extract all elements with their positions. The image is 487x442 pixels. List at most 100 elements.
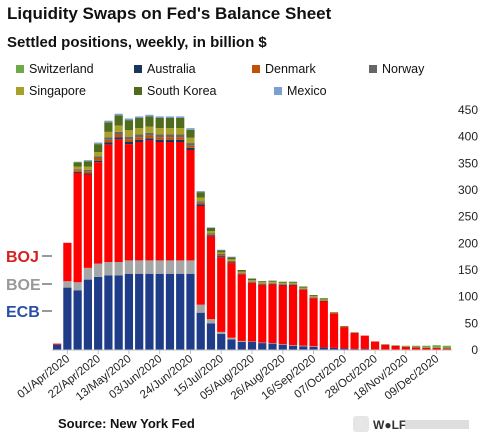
- bar-segment-mexico-14: [196, 191, 205, 193]
- annotation-boe: BOE: [6, 277, 41, 294]
- bar-segment-ecb-22: [278, 344, 287, 350]
- bar-segment-south-korea-29: [350, 332, 359, 333]
- bar-segment-singapore-19: [247, 280, 257, 282]
- bar-segment-south-korea-5: [104, 122, 113, 132]
- bar-segment-boe-13: [186, 260, 195, 274]
- bar-segment-singapore-4: [94, 152, 103, 157]
- bar-segment-singapore-6: [114, 125, 123, 132]
- bar-segment-boj-26: [319, 301, 328, 348]
- bar-segment-boj-12: [176, 142, 185, 261]
- watermark-badge: [353, 416, 369, 432]
- bar-segment-norway-13: [186, 143, 195, 146]
- bar-segment-denmark-4: [94, 158, 103, 161]
- bar-segment-denmark-3: [83, 171, 92, 174]
- bar-segment-boj-0: [53, 343, 62, 345]
- bar-segment-boj-15: [206, 236, 216, 320]
- bar-segment-singapore-17: [227, 259, 236, 261]
- bar-segment-denmark-15: [206, 234, 216, 236]
- bar-segment-boj-10: [155, 142, 164, 261]
- bar-segment-south-korea-26: [319, 298, 328, 300]
- legend-item-mexico: Mexico: [274, 83, 327, 99]
- bar-segment-boe-20: [258, 342, 267, 344]
- bar-segment-boj-28: [340, 327, 349, 349]
- bar-segment-south-korea-22: [278, 281, 287, 283]
- bar-segment-norway-3: [83, 169, 92, 172]
- y-tick-label-50: 50: [465, 316, 479, 330]
- bar-segment-south-korea-3: [83, 161, 92, 167]
- chart-subtitle: Settled positions, weekly, in billion $: [7, 34, 267, 51]
- bar-segment-norway-12: [176, 134, 185, 138]
- bar-segment-ecb-9: [145, 273, 154, 350]
- bar-segment-boj-13: [186, 150, 195, 261]
- bar-segment-denmark-14: [196, 202, 205, 205]
- bar-segment-boe-8: [135, 260, 144, 274]
- bar-segment-australia-4: [94, 160, 103, 163]
- bar-segment-denmark-11: [165, 137, 175, 140]
- legend-swatch-switzerland: [16, 64, 24, 73]
- bar-segment-singapore-27: [329, 312, 339, 314]
- bar-segment-boe-5: [104, 262, 113, 276]
- legend-item-singapore: Singapore: [16, 83, 86, 99]
- bar-segment-switzerland-32: [381, 344, 390, 345]
- bar-segment-norway-9: [145, 132, 154, 136]
- bar-segment-mexico-17: [227, 256, 236, 258]
- bar-segment-australia-16: [217, 256, 226, 258]
- bar-segment-australia-7: [124, 142, 134, 145]
- bar-segment-australia-26: [319, 300, 328, 302]
- legend-label-denmark: Denmark: [265, 62, 316, 76]
- bar-segment-singapore-15: [206, 231, 216, 234]
- bar-segment-denmark-18: [237, 273, 246, 274]
- bar-segment-singapore-26: [319, 299, 328, 301]
- x-tick-label-09-dec-2020: 09/Dec/2020: [383, 353, 442, 403]
- annotation-layer: BOJ BOE ECB: [6, 249, 52, 321]
- bar-segment-australia-22: [278, 284, 287, 286]
- bar-segment-south-korea-18: [237, 270, 246, 272]
- bar-segment-ecb-4: [94, 276, 103, 350]
- bar-segment-switzerland-36: [422, 345, 431, 348]
- bar-segment-norway-17: [227, 260, 236, 262]
- bar-segment-denmark-23: [288, 284, 298, 285]
- bar-segment-boj-35: [412, 347, 421, 350]
- bar-segment-denmark-21: [268, 283, 277, 284]
- bar-segment-boe-18: [237, 340, 246, 342]
- legend-swatch-singapore: [16, 86, 24, 95]
- bar-segment-south-korea-2: [73, 162, 82, 167]
- bar-segment-mexico-10: [155, 116, 164, 118]
- bar-segment-norway-2: [73, 169, 82, 171]
- bar-segment-denmark-22: [278, 284, 287, 285]
- bar-segment-singapore-5: [104, 131, 113, 138]
- bar-segment-australia-19: [247, 282, 257, 283]
- bar-segment-boj-4: [94, 162, 103, 264]
- y-tick-label-0: 0: [471, 343, 478, 357]
- bar-segment-boe-22: [278, 344, 287, 345]
- bar-segment-singapore-25: [309, 296, 318, 298]
- y-tick-label-250: 250: [458, 210, 478, 224]
- y-tick-label-400: 400: [458, 130, 478, 144]
- bar-segment-boe-10: [155, 260, 164, 274]
- bar-segment-ecb-23: [288, 345, 298, 350]
- bar-segment-boj-27: [329, 313, 339, 348]
- legend-item-denmark: Denmark: [252, 61, 316, 77]
- bar-segment-boj-30: [360, 335, 369, 349]
- bar-segment-singapore-2: [73, 166, 82, 170]
- bar-segment-mexico-3: [83, 160, 92, 162]
- bar-segment-ecb-17: [227, 339, 236, 350]
- bar-segment-mexico-9: [145, 114, 154, 117]
- annotation-boj: BOJ: [6, 249, 39, 266]
- bar-segment-singapore-24: [299, 287, 308, 289]
- bar-segment-south-korea-27: [329, 312, 339, 313]
- bar-segment-south-korea-14: [196, 192, 205, 198]
- bar-segment-boe-19: [247, 341, 257, 342]
- bar-segment-switzerland-38: [442, 345, 451, 349]
- bar-segment-singapore-23: [288, 282, 298, 284]
- bar-segment-south-korea-6: [114, 115, 123, 126]
- bar-segment-australia-13: [186, 147, 195, 150]
- bar-segment-singapore-16: [217, 252, 226, 254]
- bar-segment-norway-14: [196, 201, 205, 203]
- bar-segment-ecb-8: [135, 273, 144, 350]
- bar-segment-boj-14: [196, 206, 205, 305]
- bar-segment-norway-4: [94, 156, 103, 158]
- bar-segment-south-korea-12: [176, 118, 185, 129]
- bar-segment-denmark-6: [114, 134, 123, 138]
- bar-segment-boe-21: [268, 343, 277, 344]
